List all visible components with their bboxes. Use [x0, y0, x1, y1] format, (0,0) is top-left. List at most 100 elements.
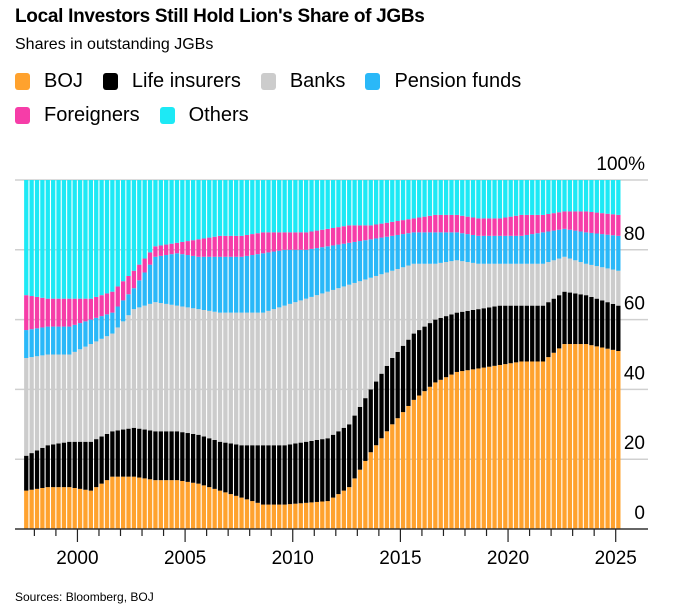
bar-segment-boj — [497, 364, 503, 529]
bar-segment-pension-funds — [562, 228, 567, 257]
bar-segment-life-insurers — [239, 445, 244, 498]
bar-segment-foreigners — [88, 298, 93, 320]
bar-segment-others — [443, 180, 449, 215]
bar-segment-life-insurers — [594, 298, 599, 347]
bar-segment-banks — [185, 307, 190, 434]
bar-segment-banks — [164, 303, 169, 432]
bar-segment-foreigners — [487, 218, 492, 236]
bar-segment-pension-funds — [126, 294, 131, 316]
bar-segment-pension-funds — [438, 232, 443, 263]
bar-segment-banks — [556, 258, 562, 296]
bar-segment-banks — [330, 289, 336, 435]
bar-segment-others — [277, 180, 282, 233]
bar-segment-boj — [443, 377, 449, 529]
bar-segment-pension-funds — [99, 316, 104, 339]
bar-segment-others — [142, 180, 147, 259]
bar-segment-pension-funds — [454, 232, 460, 261]
bar-segment-boj — [51, 487, 56, 529]
bar-segment-others — [368, 180, 373, 226]
bar-segment-boj — [234, 495, 239, 529]
bar-segment-boj — [546, 357, 551, 529]
bar-segment-foreigners — [470, 217, 476, 235]
bar-segment-life-insurers — [212, 440, 217, 489]
bar-segment-others — [589, 180, 594, 212]
bar-segment-pension-funds — [449, 232, 454, 262]
bar-segment-pension-funds — [250, 255, 255, 313]
bar-segment-banks — [217, 312, 223, 442]
bar-segment-foreigners — [190, 240, 196, 256]
bar-segment-life-insurers — [530, 305, 535, 362]
bar-segment-others — [341, 180, 346, 227]
bar-segment-others — [492, 180, 497, 219]
bar-segment-foreigners — [492, 218, 497, 236]
bar-stack — [217, 180, 223, 529]
bar-segment-foreigners — [347, 225, 352, 243]
bar-segment-others — [24, 180, 29, 296]
bar-segment-boj — [126, 476, 131, 529]
bar-segment-life-insurers — [190, 433, 196, 483]
bar-segment-banks — [320, 293, 325, 440]
bar-stack — [573, 180, 578, 529]
bar-stack — [24, 180, 29, 529]
bar-segment-banks — [487, 263, 492, 308]
bar-segment-pension-funds — [94, 317, 99, 342]
bar-segment-others — [169, 180, 174, 244]
bar-stack — [589, 180, 594, 529]
bar-segment-banks — [24, 357, 29, 456]
bar-segment-banks — [481, 263, 486, 309]
bar-segment-pension-funds — [34, 328, 40, 357]
chart-title: Local Investors Still Hold Lion's Share … — [15, 6, 425, 27]
bar-segment-others — [616, 180, 621, 215]
bar-segment-others — [244, 180, 250, 235]
bar-segment-boj — [352, 478, 357, 529]
bar-segment-others — [325, 180, 330, 229]
bar-segment-boj — [164, 480, 169, 529]
bar-segment-pension-funds — [153, 256, 158, 303]
bar-stack — [384, 180, 390, 529]
bar-segment-banks — [567, 258, 573, 293]
bar-segment-boj — [320, 501, 325, 529]
bar-segment-boj — [287, 504, 293, 529]
bar-segment-pension-funds — [605, 234, 610, 269]
bar-stack — [110, 180, 115, 529]
bar-segment-foreigners — [400, 220, 406, 235]
bar-segment-foreigners — [196, 239, 201, 257]
bar-segment-boj — [304, 502, 309, 529]
bar-segment-banks — [589, 264, 594, 297]
bar-segment-foreigners — [94, 296, 99, 318]
bar-segment-banks — [530, 263, 535, 306]
bar-segment-foreigners — [616, 214, 621, 236]
bar-segment-life-insurers — [341, 427, 346, 491]
bar-segment-others — [234, 180, 239, 236]
bar-segment-life-insurers — [260, 445, 266, 505]
bar-segment-pension-funds — [271, 251, 276, 310]
bar-stack — [470, 180, 476, 529]
bar-stack — [282, 180, 287, 529]
bar-segment-life-insurers — [196, 434, 201, 484]
x-tick-label: 2000 — [56, 548, 98, 569]
bar-segment-life-insurers — [24, 455, 29, 491]
bar-segment-foreigners — [320, 229, 325, 248]
bar-segment-pension-funds — [594, 233, 599, 267]
bar-segment-others — [266, 180, 271, 233]
bar-segment-others — [260, 180, 266, 233]
bar-segment-life-insurers — [115, 430, 120, 477]
stacked-bar-chart: 0 20 40 60 80 100% 2000 2005 2010 2015 2020 2025 — [15, 154, 648, 569]
bar-segment-others — [530, 180, 535, 215]
bar-stack — [45, 180, 50, 529]
bar-segment-boj — [449, 374, 454, 529]
bar-stack — [190, 180, 196, 529]
bar-segment-boj — [589, 345, 594, 529]
bar-segment-boj — [45, 487, 50, 529]
bar-segment-boj — [121, 476, 126, 529]
bar-segment-foreigners — [573, 211, 578, 231]
bar-segment-life-insurers — [513, 305, 519, 363]
bar-segment-banks — [470, 262, 476, 311]
bar-segment-others — [121, 180, 126, 282]
bar-segment-foreigners — [121, 281, 126, 301]
bar-stack — [406, 180, 411, 529]
bar-segment-boj — [600, 347, 605, 529]
bar-segment-life-insurers — [104, 433, 110, 481]
bar-segment-foreigners — [379, 223, 384, 238]
bar-segment-banks — [600, 267, 605, 301]
